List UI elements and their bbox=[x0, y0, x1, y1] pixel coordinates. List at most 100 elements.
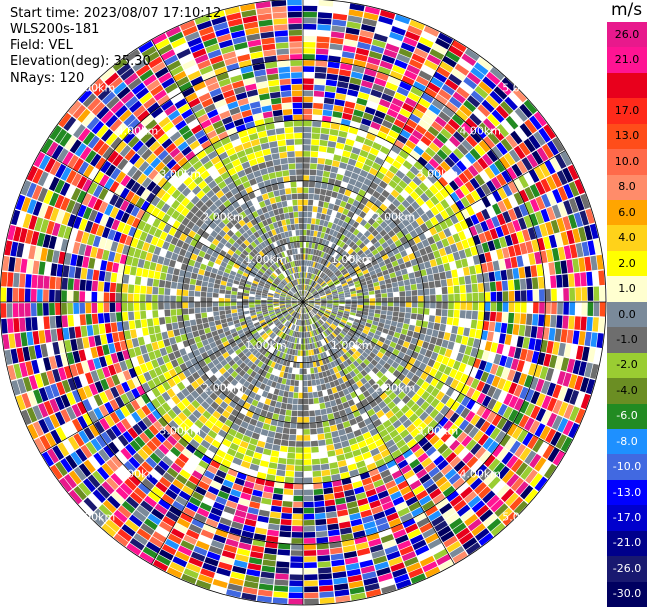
ppi-cell bbox=[309, 311, 314, 317]
ppi-cell bbox=[159, 521, 173, 533]
ppi-cell bbox=[259, 25, 274, 33]
ppi-cell bbox=[292, 96, 303, 103]
ppi-cell bbox=[237, 351, 245, 359]
ppi-cell bbox=[249, 418, 258, 426]
ppi-cell bbox=[455, 392, 466, 404]
ppi-cell bbox=[291, 538, 303, 544]
ppi-cell bbox=[122, 431, 134, 443]
ppi-cell bbox=[314, 303, 321, 306]
ppi-cell bbox=[373, 317, 380, 322]
ppi-cell bbox=[167, 243, 176, 253]
ppi-cell bbox=[436, 354, 444, 363]
ppi-cell bbox=[176, 356, 185, 365]
ppi-cell bbox=[269, 332, 275, 338]
ppi-cell bbox=[88, 410, 99, 423]
ppi-cell bbox=[371, 324, 378, 330]
ppi-cell bbox=[200, 382, 209, 391]
ppi-cell bbox=[535, 408, 546, 422]
ppi-cell bbox=[277, 337, 282, 344]
ppi-cell bbox=[325, 79, 338, 87]
ppi-cell bbox=[285, 133, 294, 140]
ppi-cell bbox=[484, 361, 493, 373]
ppi-cell bbox=[352, 449, 362, 457]
ppi-cell bbox=[44, 432, 57, 448]
ppi-cell bbox=[276, 561, 290, 568]
ppi-cell bbox=[179, 269, 186, 277]
ppi-cell bbox=[86, 268, 94, 280]
ppi-cell bbox=[162, 381, 171, 391]
ppi-cell bbox=[110, 312, 117, 323]
ppi-cell bbox=[321, 303, 327, 306]
ppi-cell bbox=[194, 291, 201, 297]
ppi-cell bbox=[237, 341, 245, 348]
ppi-cell bbox=[116, 351, 125, 362]
ppi-cell bbox=[319, 402, 326, 410]
ppi-cell bbox=[158, 302, 164, 310]
ppi-cell bbox=[306, 306, 310, 312]
ppi-cell bbox=[326, 208, 333, 216]
ppi-cell bbox=[456, 352, 464, 362]
ppi-cell bbox=[504, 437, 516, 451]
ppi-cell bbox=[264, 315, 270, 319]
ppi-cell bbox=[312, 309, 317, 314]
ppi-cell bbox=[425, 446, 437, 457]
ppi-cell bbox=[146, 278, 154, 287]
ppi-cell bbox=[262, 111, 273, 119]
ppi-cell bbox=[320, 188, 327, 196]
ppi-cell bbox=[286, 403, 293, 410]
ppi-cell bbox=[328, 335, 334, 341]
ppi-cell bbox=[455, 404, 466, 415]
ppi-cell bbox=[162, 516, 176, 528]
ppi-cell bbox=[97, 466, 110, 480]
ppi-cell bbox=[370, 359, 378, 367]
ppi-cell bbox=[219, 314, 226, 320]
ppi-cell bbox=[136, 408, 147, 420]
ppi-cell bbox=[92, 235, 101, 248]
ppi-cell bbox=[133, 293, 140, 302]
ppi-cell bbox=[55, 290, 61, 302]
ppi-cell bbox=[501, 451, 514, 465]
ppi-cell bbox=[196, 405, 206, 415]
ppi-cell bbox=[346, 342, 353, 349]
ppi-cell bbox=[292, 102, 303, 109]
ppi-cell bbox=[298, 223, 303, 230]
ppi-cell bbox=[347, 331, 354, 338]
ppi-cell bbox=[126, 215, 136, 226]
ppi-cell bbox=[479, 509, 494, 523]
ppi-cell bbox=[181, 397, 191, 407]
ppi-cell bbox=[261, 37, 275, 45]
ppi-cell bbox=[141, 444, 153, 456]
ppi-cell bbox=[331, 386, 338, 394]
ppi-cell bbox=[421, 391, 430, 401]
ppi-cell bbox=[289, 218, 295, 225]
ppi-cell bbox=[269, 339, 275, 346]
ppi-cell bbox=[146, 473, 159, 486]
ppi-cell bbox=[367, 494, 379, 503]
ppi-cell bbox=[354, 332, 361, 338]
ppi-cell bbox=[253, 365, 261, 373]
ppi-cell bbox=[196, 377, 205, 386]
ppi-cell bbox=[271, 284, 277, 289]
ppi-cell bbox=[392, 434, 403, 444]
ppi-cell bbox=[339, 465, 349, 474]
ppi-cell bbox=[296, 236, 300, 242]
ppi-cell bbox=[495, 365, 505, 377]
ppi-cell bbox=[194, 336, 202, 343]
ppi-cell bbox=[280, 294, 286, 298]
ppi-cell bbox=[190, 253, 198, 261]
ppi-cell bbox=[317, 366, 322, 373]
ppi-cell bbox=[99, 391, 109, 404]
ppi-cell bbox=[295, 343, 299, 350]
ppi-cell bbox=[412, 463, 424, 474]
ppi-cell bbox=[314, 506, 326, 514]
ppi-cell bbox=[430, 377, 439, 387]
ppi-cell bbox=[340, 396, 348, 404]
ppi-cell bbox=[389, 415, 398, 424]
ppi-cell bbox=[288, 329, 293, 336]
ppi-cell bbox=[109, 206, 119, 219]
ppi-cell bbox=[271, 394, 278, 401]
ppi-cell bbox=[112, 262, 120, 273]
ppi-cell bbox=[197, 323, 204, 331]
ppi-cell bbox=[333, 411, 341, 419]
ppi-cell bbox=[48, 356, 58, 370]
